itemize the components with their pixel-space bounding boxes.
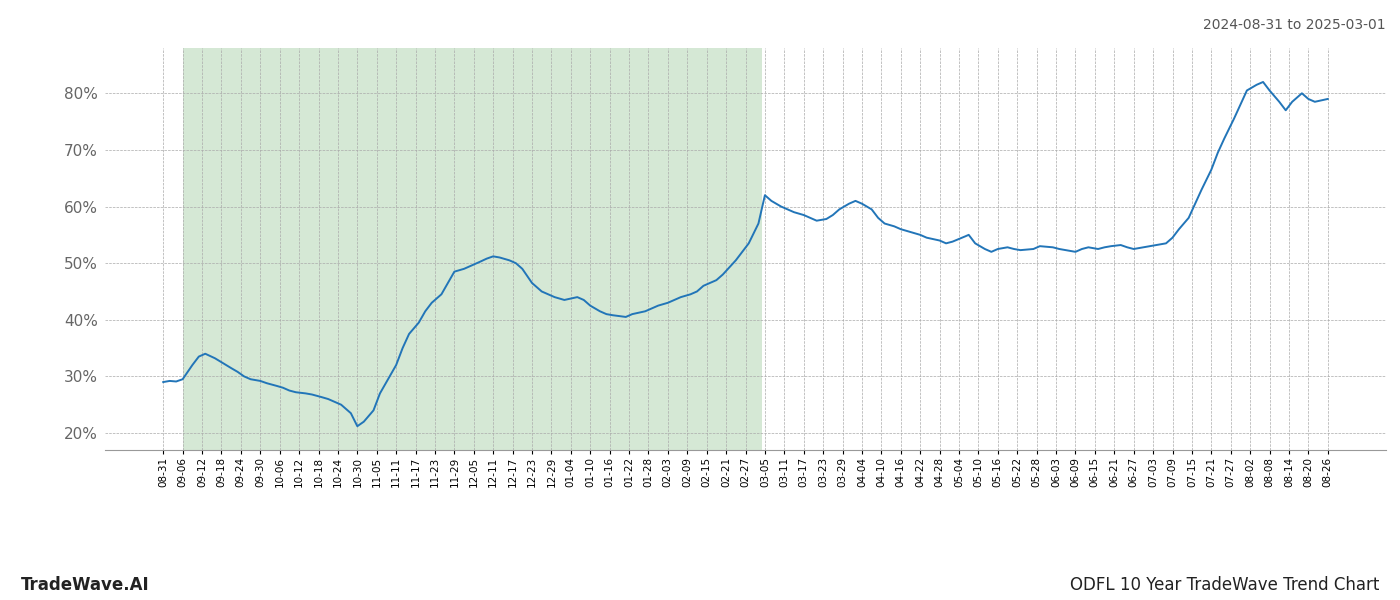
Text: TradeWave.AI: TradeWave.AI xyxy=(21,576,150,594)
Bar xyxy=(182,48,762,450)
Text: 2024-08-31 to 2025-03-01: 2024-08-31 to 2025-03-01 xyxy=(1204,18,1386,32)
Text: ODFL 10 Year TradeWave Trend Chart: ODFL 10 Year TradeWave Trend Chart xyxy=(1070,576,1379,594)
